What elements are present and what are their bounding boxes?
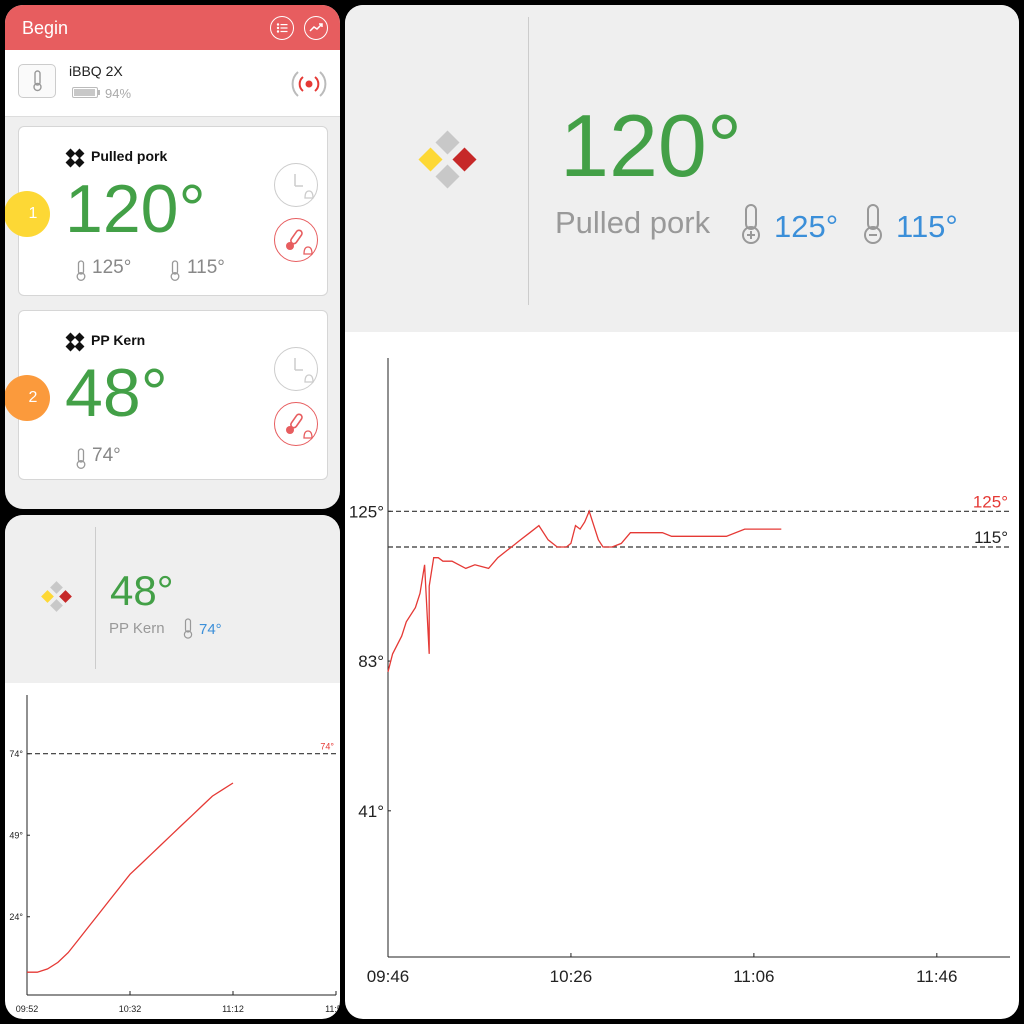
detail-temperature: 120° — [560, 96, 743, 195]
x-tick-label: 11:52 — [325, 1004, 340, 1014]
x-tick-label: 09:52 — [16, 1004, 39, 1014]
detail-temperature: 48° — [110, 567, 174, 614]
probe-logo-icon — [65, 332, 85, 352]
probe-logo-icon — [41, 581, 72, 612]
detail-header: 120° Pulled pork 125° 115° — [345, 5, 1019, 332]
thermometer-plus-icon — [742, 204, 760, 244]
threshold-label: 74° — [320, 742, 334, 752]
probe-detail-small: 48° PP Kern 74° 24° 49° 74° 09:52 10:32 11:12… — [5, 515, 340, 1019]
thermometer-icon — [76, 448, 86, 469]
timer-alarm-icon[interactable] — [274, 347, 318, 391]
x-tick-label: 10:32 — [119, 1004, 142, 1014]
thermometer-icon — [183, 618, 193, 639]
x-tick-label: 11:46 — [916, 967, 957, 986]
probe-target: 74° — [92, 445, 121, 466]
probe-card-2[interactable]: PP Kern 2 48° 74° — [5, 310, 328, 480]
y-tick-label: 41° — [358, 802, 384, 821]
y-tick-label: 125° — [349, 502, 384, 521]
y-tick-label: 49° — [9, 830, 23, 840]
x-tick-label: 10:26 — [550, 967, 593, 986]
x-tick-label: 11:06 — [733, 967, 774, 986]
threshold-label: 125° — [973, 492, 1008, 511]
probe-list-screen: Begin iBBQ 2X 94% — [5, 5, 340, 509]
detail-header: 48° PP Kern 74° — [5, 515, 340, 683]
probe-number-badge: 1 — [5, 191, 50, 237]
probe-logo-icon — [65, 148, 85, 168]
y-tick-label: 24° — [9, 912, 23, 922]
signal-icon — [291, 71, 327, 97]
probe-low-target: 115° — [187, 257, 225, 278]
detail-probe-name: PP Kern — [109, 620, 165, 637]
probe-card-1[interactable]: Pulled pork 1 120° 125° 115° — [5, 126, 328, 296]
series-line — [27, 782, 234, 973]
device-name: iBBQ 2X — [69, 63, 123, 79]
detail-high-target: 125° — [774, 209, 839, 244]
detail-target: 74° — [199, 621, 222, 638]
detail-probe-name: Pulled pork — [555, 205, 711, 240]
temperature-chart-small: 24° 49° 74° 09:52 10:32 11:12 11:52 74° — [9, 695, 340, 1014]
probe-high-target: 125° — [92, 257, 132, 278]
list-icon[interactable] — [270, 16, 294, 40]
x-tick-label: 11:12 — [222, 1004, 244, 1014]
x-tick-label: 09:46 — [367, 967, 410, 986]
probe-detail-large: 120° Pulled pork 125° 115° 41° 83° 125° 09:… — [345, 5, 1019, 1019]
temperature-alarm-icon[interactable] — [274, 218, 318, 262]
top-bar: Begin — [5, 5, 340, 50]
battery-icon — [72, 87, 100, 98]
temperature-alarm-icon[interactable] — [274, 402, 318, 446]
probe-logo-icon — [418, 130, 477, 189]
y-tick-label: 74° — [9, 749, 23, 759]
timer-alarm-icon[interactable] — [274, 163, 318, 207]
series-line — [387, 509, 782, 672]
probe-name: PP Kern — [91, 332, 146, 348]
thermometer-icon — [18, 64, 56, 98]
probe-temperature: 48° — [65, 355, 168, 431]
probe-number-badge: 2 — [5, 375, 50, 421]
y-tick-label: 83° — [358, 652, 384, 671]
detail-low-target: 115° — [896, 209, 958, 244]
thermometer-low-icon — [170, 260, 180, 281]
probe-name: Pulled pork — [91, 148, 168, 164]
battery-percent: 94% — [105, 86, 132, 101]
graph-icon[interactable] — [304, 16, 328, 40]
thermometer-high-icon — [76, 260, 86, 281]
temperature-chart-large: 41° 83° 125° 09:46 10:26 11:06 11:46 125° 115° — [349, 358, 1010, 986]
probe-temperature: 120° — [65, 171, 206, 247]
thermometer-minus-icon — [864, 204, 882, 244]
device-row[interactable]: iBBQ 2X 94% — [5, 50, 340, 117]
screen-title: Begin — [22, 18, 69, 38]
threshold-label: 115° — [974, 528, 1008, 547]
